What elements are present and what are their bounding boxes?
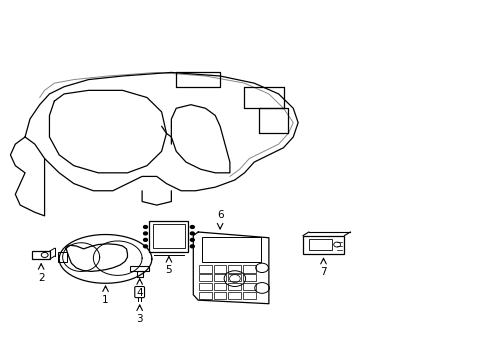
Text: 7: 7 — [320, 267, 326, 277]
Circle shape — [190, 238, 194, 241]
Circle shape — [190, 232, 194, 235]
Circle shape — [143, 226, 147, 228]
Text: 1: 1 — [102, 295, 109, 305]
Circle shape — [143, 245, 147, 248]
Circle shape — [143, 238, 147, 241]
Text: 5: 5 — [165, 265, 172, 275]
Circle shape — [190, 245, 194, 248]
Text: 2: 2 — [38, 273, 44, 283]
Text: 3: 3 — [136, 314, 142, 324]
Circle shape — [143, 232, 147, 235]
Text: 4: 4 — [136, 288, 142, 298]
Text: 6: 6 — [216, 210, 223, 220]
Circle shape — [190, 226, 194, 228]
